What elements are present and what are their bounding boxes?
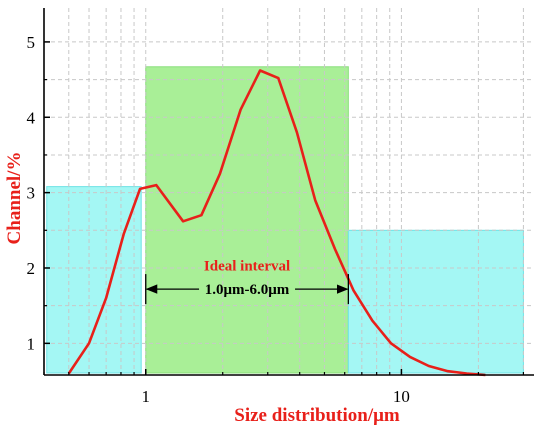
annotation-title: Ideal interval (204, 259, 290, 275)
y-tick-label: 4 (27, 108, 36, 127)
interval-region-1 (46, 186, 142, 374)
series-line-1 (67, 69, 486, 377)
y-tick-label: 1 (27, 334, 36, 353)
axes (43, 8, 534, 376)
ideal-interval-annotation: Ideal interval 1.0μm-6.0μm (145, 259, 349, 305)
annotation-range: 1.0μm-6.0μm (205, 282, 290, 298)
tick-labels: 1 2 3 4 5 1 10 (27, 33, 410, 406)
y-axis-title: Channel/% (4, 152, 25, 245)
x-tick-label: 10 (393, 387, 410, 406)
y-tick-label: 5 (27, 33, 36, 52)
interval-region-3 (347, 229, 524, 374)
y-tick-label: 2 (27, 259, 36, 278)
x-axis-title: Size distribution/μm (234, 405, 400, 426)
y-tick-label: 3 (27, 184, 36, 203)
x-tick-label: 1 (141, 387, 150, 406)
interval-region-2 (145, 66, 349, 374)
series (67, 69, 486, 377)
interval-regions (46, 66, 524, 374)
grid (43, 8, 534, 375)
